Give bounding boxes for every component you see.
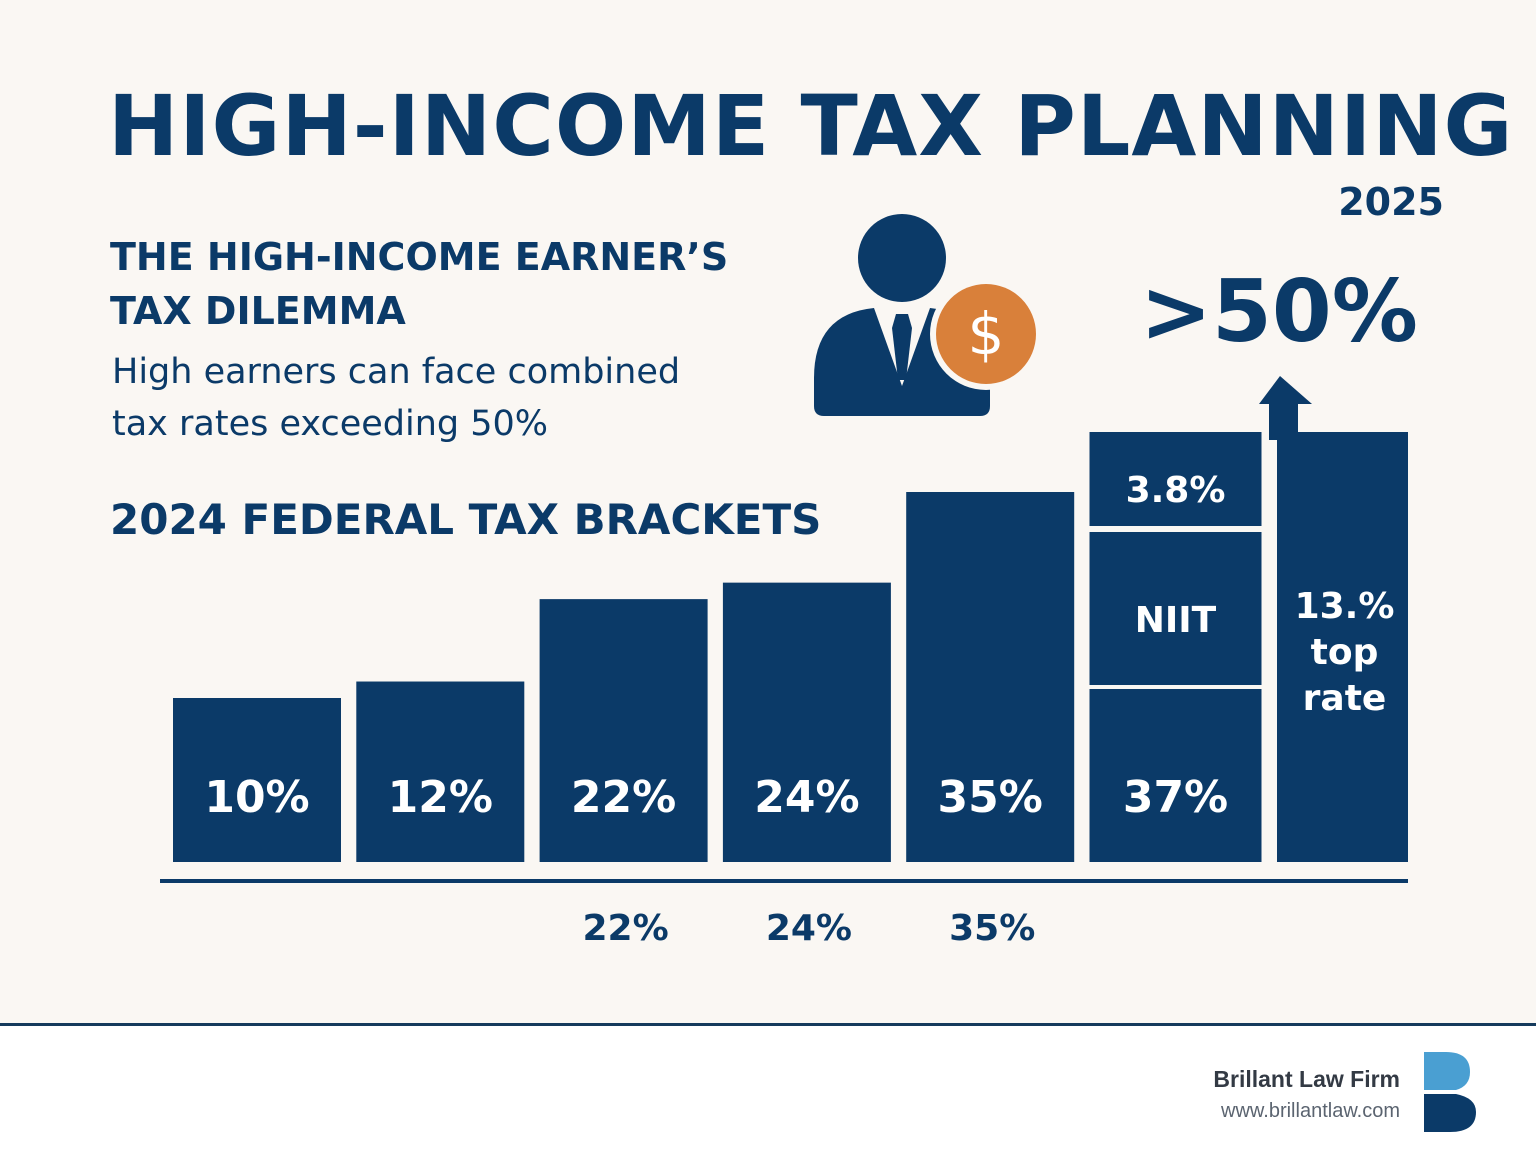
callout-rate: >50% xyxy=(1140,262,1418,362)
top-rate-label-line-3: rate xyxy=(1303,678,1387,719)
chart-title: 2024 FEDERAL TAX BRACKETS xyxy=(110,495,822,544)
top-rate-label-line-2: top xyxy=(1311,632,1379,673)
brand-url: www.brillantlaw.com xyxy=(1221,1100,1400,1122)
top-rate-label-line-1: 13.% xyxy=(1295,586,1395,627)
bar-label-37pct-stack: 37% xyxy=(1123,772,1228,823)
axis-label-24pct: 24% xyxy=(766,908,852,949)
bar-3-8pct-segment xyxy=(1089,432,1262,526)
bar-10pct xyxy=(173,698,341,862)
bar-niit-segment xyxy=(1089,532,1262,685)
niit-rate-label: 3.8% xyxy=(1126,470,1226,511)
axis-label-22pct: 22% xyxy=(583,908,669,949)
bar-24pct xyxy=(722,582,891,862)
bar-label-24pct: 24% xyxy=(754,772,859,823)
bar-label-22pct: 22% xyxy=(571,772,676,823)
footer-divider xyxy=(0,1023,1536,1026)
footer xyxy=(0,1026,1536,1154)
bar-label-12pct: 12% xyxy=(388,772,493,823)
year-label: 2025 xyxy=(1338,180,1444,224)
businessperson-icon: $ xyxy=(814,214,1042,416)
bar-label-35pct: 35% xyxy=(938,772,1043,823)
brillant-b-logo xyxy=(1424,1052,1476,1132)
dilemma-body-line-1: High earners can face combined xyxy=(112,352,681,392)
dilemma-heading-line-1: THE HIGH-INCOME EARNER’S xyxy=(110,235,729,279)
arrow-up-icon xyxy=(1259,376,1312,404)
tax-bracket-chart: 10%12%22%24%35%37%NIIT3.8%37%13.%toprate… xyxy=(160,376,1408,949)
logo-top-bowl xyxy=(1424,1052,1470,1090)
dollar-sign: $ xyxy=(968,300,1005,368)
dilemma-body-line-2: tax rates exceeding 50% xyxy=(112,404,549,444)
x-axis-line xyxy=(160,879,1408,883)
logo-bottom-bowl xyxy=(1424,1094,1476,1132)
niit-label: NIIT xyxy=(1135,600,1217,641)
bar-12pct xyxy=(356,681,525,862)
top-rate-bar xyxy=(1277,432,1408,862)
bar-label-10pct: 10% xyxy=(204,772,309,823)
bar-37pct xyxy=(1089,689,1262,862)
brand-name: Brillant Law Firm xyxy=(1213,1066,1400,1092)
bar-35pct xyxy=(906,492,1075,862)
axis-label-35pct: 35% xyxy=(949,908,1035,949)
dilemma-heading-line-2: TAX DILEMMA xyxy=(110,289,406,333)
person-head xyxy=(858,214,946,302)
person-tie xyxy=(892,314,912,380)
arrow-up-icon-shaft xyxy=(1270,402,1298,436)
bar-22pct xyxy=(539,599,708,862)
dollar-coin-icon xyxy=(936,284,1036,384)
dilemma-body: High earners can face combined tax rates… xyxy=(112,346,732,450)
page-title: HIGH-INCOME TAX PLANNING xyxy=(108,77,1514,175)
dilemma-heading: THE HIGH-INCOME EARNER’S TAX DILEMMA xyxy=(110,230,810,338)
